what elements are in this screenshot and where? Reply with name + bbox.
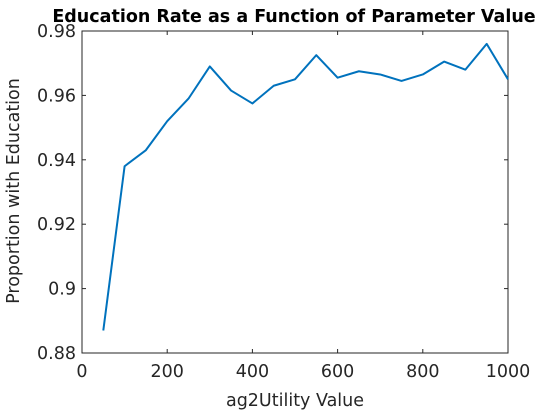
y-axis-label: Proportion with Education (4, 78, 24, 304)
x-tick-label: 600 (321, 362, 354, 382)
y-tick-label: 0.98 (37, 22, 76, 42)
chart-title: Education Rate as a Function of Paramete… (52, 7, 535, 27)
x-tick-label: 1000 (486, 362, 531, 382)
x-axis-label: ag2Utility Value (226, 391, 364, 411)
plot-area (81, 30, 509, 354)
x-tick-label: 200 (150, 362, 183, 382)
y-tick-label: 0.94 (37, 151, 76, 171)
plot-frame (81, 30, 509, 354)
y-axis: 0.88 0.9 0.92 0.94 0.96 0.98 (37, 22, 508, 364)
x-tick-label: 0 (76, 362, 87, 382)
x-axis: 0 200 400 600 800 1000 (76, 31, 530, 382)
x-tick-label: 400 (236, 362, 269, 382)
y-tick-label: 0.96 (37, 86, 76, 106)
y-tick-label: 0.9 (48, 280, 76, 300)
series-line-0 (102, 42, 509, 331)
y-tick-label: 0.92 (37, 215, 76, 235)
series-layer (102, 42, 509, 331)
y-tick-label: 0.88 (37, 344, 76, 364)
x-tick-label: 800 (406, 362, 439, 382)
